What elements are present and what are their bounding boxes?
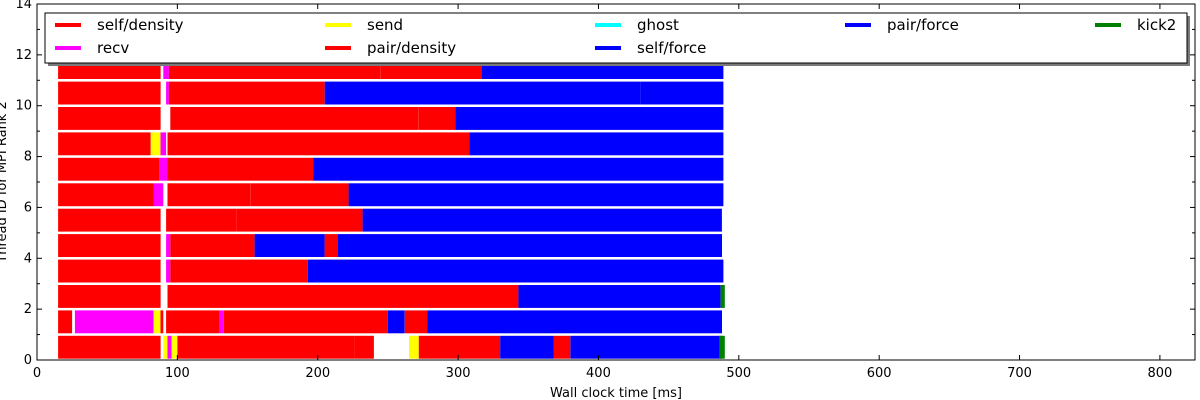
- y-tick-label: 6: [24, 200, 32, 215]
- task-bar: [354, 335, 374, 359]
- x-axis-label: Wall clock time [ms]: [550, 386, 682, 400]
- task-bar: [170, 107, 419, 130]
- x-tick-label: 500: [726, 366, 751, 381]
- x-tick-label: 400: [586, 366, 611, 381]
- task-bar: [163, 335, 168, 359]
- legend-label: recv: [97, 39, 129, 57]
- legend-box: [44, 12, 1188, 64]
- y-tick-label: 12: [15, 48, 32, 63]
- task-bar: [58, 259, 161, 283]
- task-bar: [177, 335, 355, 359]
- y-axis-label: Thread ID for MPI Rank 2: [0, 101, 10, 263]
- task-bar: [166, 208, 237, 232]
- task-bar: [74, 310, 154, 334]
- y-tick-label: 4: [24, 251, 32, 266]
- task-bar: [58, 208, 161, 232]
- task-bar: [153, 183, 164, 207]
- task-bar: [640, 81, 724, 105]
- task-bar: [254, 234, 325, 257]
- task-bar: [58, 285, 161, 308]
- y-tick-label: 2: [24, 302, 32, 317]
- x-tick-label: 300: [446, 366, 471, 381]
- task-bar: [166, 259, 171, 283]
- task-bar: [58, 335, 161, 359]
- task-bar: [409, 335, 419, 359]
- task-bar: [518, 285, 721, 308]
- task-bar: [720, 285, 725, 308]
- task-bar: [324, 234, 338, 257]
- task-bar: [306, 132, 470, 156]
- x-tick-label: 200: [305, 366, 330, 381]
- task-bar: [163, 56, 169, 79]
- task-bar: [168, 81, 325, 105]
- task-bar: [171, 335, 178, 359]
- legend-label: pair/force: [887, 16, 959, 34]
- task-bar: [150, 132, 161, 156]
- x-tick-label: 0: [33, 366, 41, 381]
- task-bar: [167, 132, 307, 156]
- task-bar: [166, 234, 171, 257]
- legend-label: send: [367, 16, 403, 34]
- legend: self/density send ghost pair/force kick2 recv…: [44, 12, 1190, 66]
- y-tick-label: 8: [24, 150, 32, 165]
- axis-ticks: 0 100 200 300 400 500 600 700 800 0 2 4 6 8 10 12 14: [15, 0, 1195, 381]
- task-bar: [307, 259, 416, 283]
- task-bar: [167, 183, 251, 207]
- task-bar: [58, 132, 151, 156]
- task-bar: [416, 259, 724, 283]
- task-bar: [362, 208, 722, 232]
- legend-label: kick2: [1137, 16, 1176, 34]
- task-bar: [418, 335, 501, 359]
- task-bar: [160, 132, 167, 156]
- task-bar: [166, 310, 220, 334]
- task-bar: [219, 310, 224, 334]
- task-bar: [58, 183, 154, 207]
- task-bar: [58, 107, 161, 130]
- task-bar: [170, 234, 255, 257]
- legend-label: pair/density: [367, 39, 456, 57]
- task-bar: [58, 81, 161, 105]
- task-bar: [404, 310, 428, 334]
- task-bar: [166, 81, 169, 105]
- task-bar: [167, 157, 314, 181]
- x-tick-label: 800: [1147, 366, 1172, 381]
- legend-label: ghost: [637, 16, 679, 34]
- task-bar: [153, 310, 161, 334]
- task-bar: [159, 157, 168, 181]
- task-bar: [58, 310, 73, 334]
- task-bar: [223, 310, 388, 334]
- task-bar: [348, 183, 724, 207]
- x-tick-label: 600: [867, 366, 892, 381]
- task-bar: [337, 234, 722, 257]
- task-bar: [236, 208, 363, 232]
- task-bar: [455, 107, 724, 130]
- legend-label: self/force: [637, 39, 706, 57]
- y-tick-label: 0: [24, 353, 32, 368]
- y-tick-label: 14: [15, 0, 32, 12]
- task-bar: [324, 81, 641, 105]
- legend-label: self/density: [97, 16, 184, 34]
- y-tick-label: 10: [15, 99, 32, 114]
- task-bar: [418, 107, 456, 130]
- legend-items: self/density send ghost pair/force kick2 recv…: [55, 16, 1176, 57]
- task-bar: [167, 335, 172, 359]
- x-tick-label: 700: [1007, 366, 1032, 381]
- task-bar: [167, 285, 519, 308]
- task-bar: [313, 157, 724, 181]
- task-bar: [387, 310, 405, 334]
- task-bar: [250, 183, 349, 207]
- task-bar: [170, 259, 308, 283]
- task-bar: [570, 335, 722, 359]
- task-bar: [553, 335, 571, 359]
- task-bar: [469, 132, 724, 156]
- task-bar: [160, 310, 164, 334]
- x-tick-label: 100: [165, 366, 190, 381]
- task-bar: [427, 310, 722, 334]
- task-bar: [500, 335, 554, 359]
- task-bar: [58, 234, 161, 257]
- task-bar: [719, 335, 725, 359]
- task-bars: [58, 56, 725, 359]
- task-bar: [58, 157, 160, 181]
